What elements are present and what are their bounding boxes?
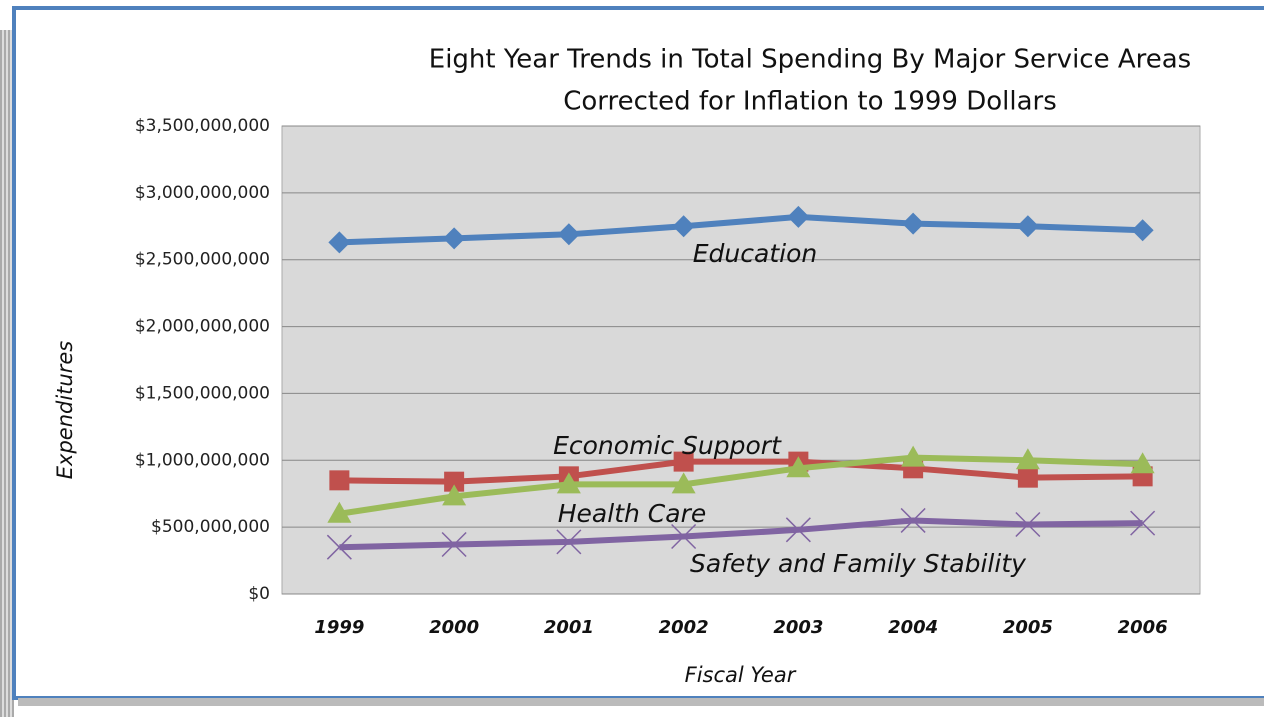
- series-line: [339, 458, 1143, 485]
- marker: [556, 529, 582, 555]
- marker: [671, 472, 696, 494]
- x-tick-label: 2001: [544, 617, 594, 638]
- marker: [327, 501, 352, 523]
- marker: [673, 451, 694, 472]
- marker: [329, 470, 350, 491]
- marker: [441, 531, 467, 558]
- marker: [444, 471, 465, 492]
- plot-area: [281, 125, 1201, 595]
- marker: [672, 215, 695, 238]
- y-tick-label: $1,000,000,000: [135, 450, 270, 470]
- series-line: [339, 517, 1143, 551]
- series-annotation: Health Care: [558, 499, 706, 528]
- marker: [902, 212, 925, 235]
- marker: [1131, 219, 1154, 242]
- marker: [443, 227, 466, 250]
- marker: [786, 456, 811, 478]
- marker: [900, 507, 926, 533]
- marker: [442, 484, 467, 506]
- y-tick-label: $1,500,000,000: [135, 383, 270, 403]
- marker: [1130, 510, 1156, 536]
- y-tick-label: $2,500,000,000: [135, 250, 270, 270]
- y-tick-label: $2,000,000,000: [135, 317, 270, 337]
- series-annotation: Education: [693, 239, 817, 268]
- chart-title: Eight Year Trends in Total Spending By M…: [429, 45, 1191, 75]
- marker: [328, 231, 351, 254]
- series-line: [338, 454, 1143, 517]
- y-axis-label: Expenditures: [53, 341, 77, 480]
- x-tick-label: 1999: [314, 617, 364, 638]
- marker: [1017, 467, 1038, 488]
- marker: [671, 523, 697, 550]
- series-annotation: Safety and Family Stability: [690, 549, 1027, 578]
- marker: [787, 205, 810, 228]
- chart-subtitle: Corrected for Inflation to 1999 Dollars: [563, 87, 1057, 117]
- y-tick-label: $0: [248, 584, 270, 604]
- x-tick-label: 2002: [659, 617, 709, 638]
- marker: [1015, 448, 1040, 470]
- y-tick-label: $500,000,000: [151, 517, 270, 537]
- marker: [901, 445, 926, 467]
- marker: [557, 223, 580, 246]
- marker: [785, 517, 811, 543]
- y-tick-label: $3,500,000,000: [135, 116, 270, 136]
- marker: [1016, 215, 1039, 238]
- frame-edge: [0, 30, 14, 717]
- series-annotation: Economic Support: [553, 431, 782, 460]
- frame-shadow: [18, 698, 1264, 706]
- marker: [1015, 511, 1041, 537]
- x-tick-label: 2006: [1118, 617, 1168, 638]
- series-line: [339, 213, 1143, 246]
- x-tick-label: 2003: [773, 617, 823, 638]
- marker: [556, 472, 581, 494]
- x-axis-label: Fiscal Year: [685, 663, 797, 687]
- marker: [326, 534, 352, 560]
- x-tick-label: 2004: [888, 617, 938, 638]
- y-tick-label: $3,000,000,000: [135, 183, 270, 203]
- x-tick-label: 2005: [1003, 617, 1053, 638]
- x-tick-label: 2000: [429, 617, 479, 638]
- marker: [1130, 452, 1155, 474]
